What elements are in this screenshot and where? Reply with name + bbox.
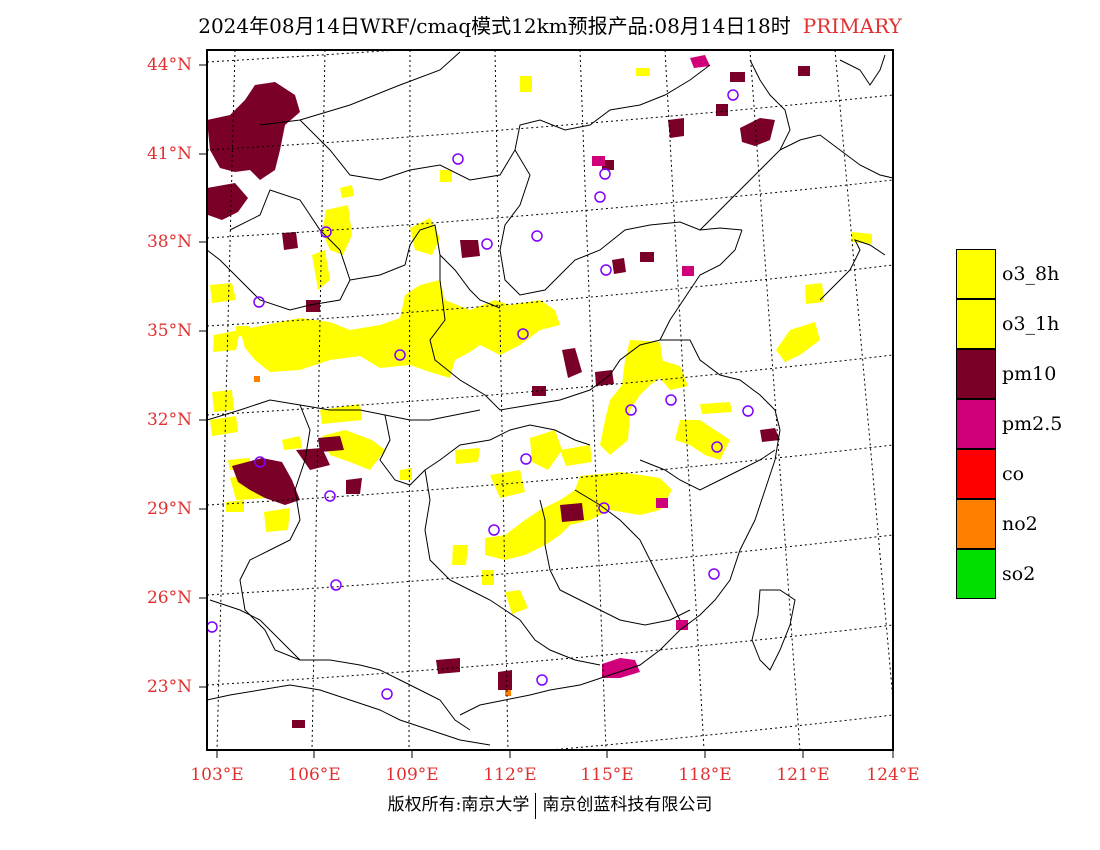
legend-label: o3_1h: [1002, 313, 1060, 335]
lat-label-23: 23°N: [146, 677, 192, 697]
legend-item-o3-8h: o3_8h: [956, 249, 1096, 299]
legend-swatch: [956, 449, 996, 499]
legend-swatch: [956, 349, 996, 399]
graticule: [207, 50, 893, 750]
legend-label: pm2.5: [1002, 413, 1063, 435]
no2-field: [254, 376, 511, 696]
lat-label-44: 44°N: [146, 55, 192, 75]
lon-label-103: 103°E: [190, 765, 244, 785]
legend-swatch: [956, 499, 996, 549]
legend-item-so2: so2: [956, 549, 1096, 599]
province-boundaries: [207, 51, 893, 746]
primary-tag: PRIMARY: [802, 14, 902, 38]
map-border: [206, 49, 894, 751]
legend-swatch: [956, 299, 996, 349]
legend-item-co: co: [956, 449, 1096, 499]
axis-ticks: [199, 64, 894, 758]
copyright-footer: 版权所有:南京大学 南京创蓝科技有限公司: [0, 790, 1100, 819]
lon-label-121: 121°E: [776, 765, 830, 785]
lon-label-112: 112°E: [483, 765, 537, 785]
lon-label-118: 118°E: [678, 765, 732, 785]
lon-label-109: 109°E: [385, 765, 439, 785]
legend-label: pm10: [1002, 363, 1057, 385]
legend-label: o3_8h: [1002, 263, 1060, 285]
lon-label-106: 106°E: [287, 765, 341, 785]
legend-swatch: [956, 549, 996, 599]
lon-label-115: 115°E: [580, 765, 634, 785]
copyright-left: 版权所有:南京大学: [387, 795, 530, 815]
lat-label-41: 41°N: [146, 144, 192, 164]
o3-field: [210, 68, 872, 614]
lat-label-29: 29°N: [146, 499, 192, 519]
station-markers: [207, 89, 754, 700]
lat-label-32: 32°N: [146, 410, 192, 430]
legend-label: so2: [1002, 563, 1036, 585]
pm25-field: [592, 55, 710, 678]
footer-separator: [535, 792, 537, 819]
legend-item-no2: no2: [956, 499, 1096, 549]
legend-swatch: [956, 399, 996, 449]
lat-label-35: 35°N: [146, 321, 192, 341]
map-title-main: 2024年08月14日WRF/cmaq模式12km预报产品:08月14日18时: [198, 14, 791, 38]
legend-item-pm25: pm2.5: [956, 399, 1096, 449]
copyright-right: 南京创蓝科技有限公司: [542, 795, 713, 815]
legend-label: no2: [1002, 513, 1038, 535]
map-title: 2024年08月14日WRF/cmaq模式12km预报产品:08月14日18时 P…: [0, 10, 1100, 39]
pm10-field: [207, 66, 810, 728]
lat-label-26: 26°N: [146, 588, 192, 608]
legend-item-pm10: pm10: [956, 349, 1096, 399]
legend-swatch: [956, 249, 996, 299]
lon-label-124: 124°E: [866, 765, 920, 785]
legend-label: co: [1002, 463, 1025, 485]
lat-label-38: 38°N: [146, 232, 192, 252]
legend-item-o3-1h: o3_1h: [956, 299, 1096, 349]
legend: o3_8h o3_1h pm10 pm2.5 co no2 so2: [956, 249, 1096, 599]
